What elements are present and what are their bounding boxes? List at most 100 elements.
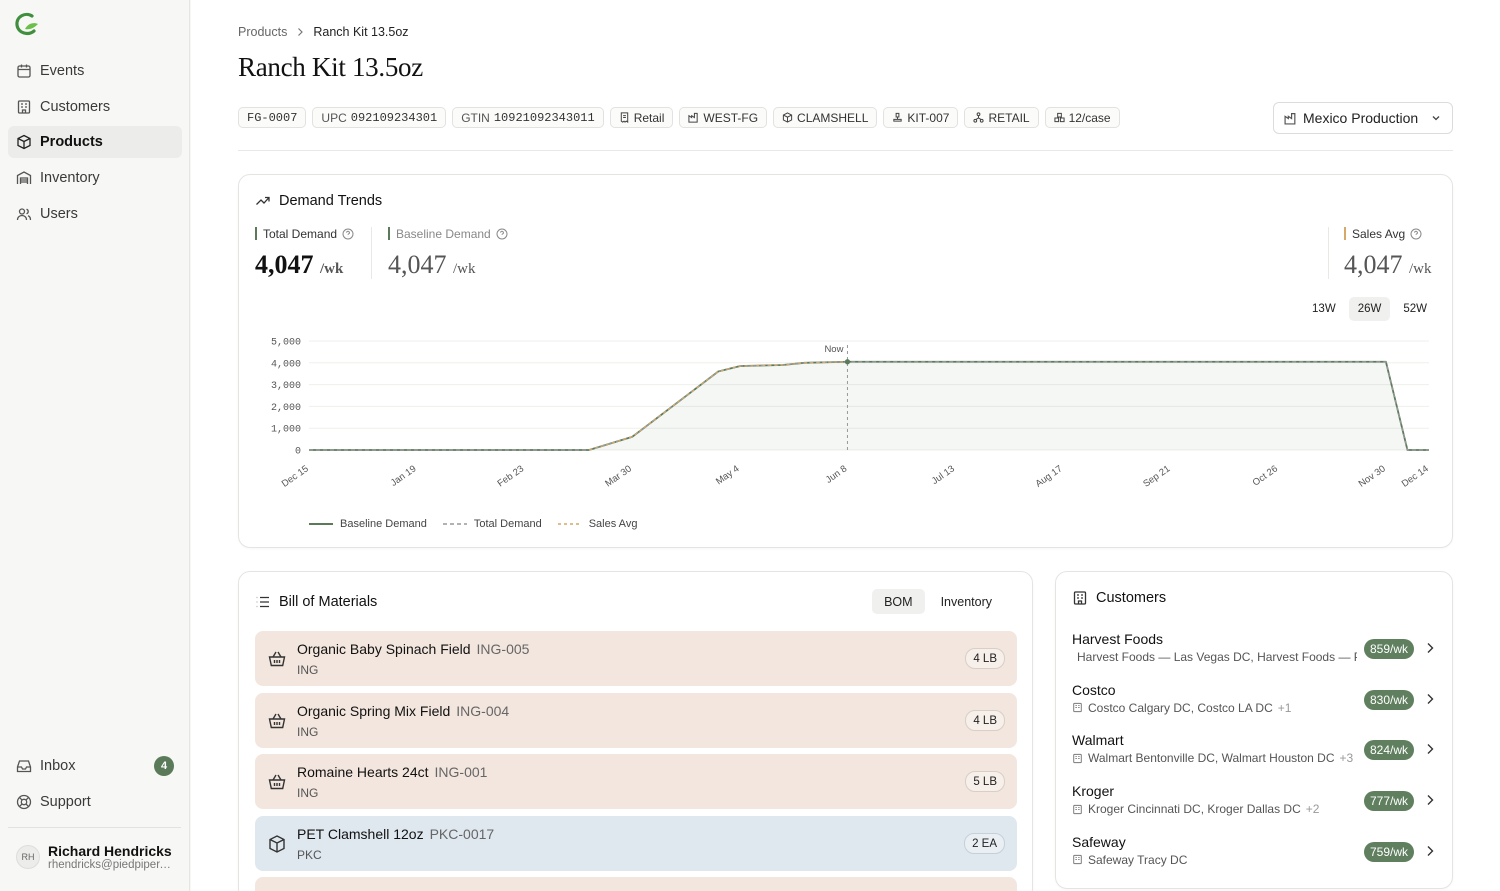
range-52w-button[interactable]: 52W (1403, 303, 1427, 315)
header-divider (238, 150, 1453, 151)
bom-item[interactable]: Organic Baby Spinach Field ING-005 ING 4 L… (255, 631, 1017, 686)
kit-tag: KIT-007 (883, 107, 959, 128)
calendar-icon (16, 63, 32, 79)
customer-name: Costco (1072, 681, 1116, 698)
lifebuoy-icon (16, 794, 32, 810)
tab-bom[interactable]: BOM (872, 589, 925, 614)
sidebar-item-inventory[interactable]: Inventory (8, 162, 182, 194)
user-email: rhendricks@piedpiper.com (48, 859, 173, 871)
location-tag: WEST-FG (679, 107, 768, 128)
customer-locations: Safeway Tracy DC (1072, 853, 1357, 867)
x-tick-label: Dec 15 (280, 463, 311, 489)
sidebar-item-inbox[interactable]: Inbox 4 (8, 750, 182, 782)
x-tick-label: Feb 23 (496, 463, 527, 489)
avatar: RH (16, 845, 40, 869)
sidebar-item-label: Inventory (40, 170, 100, 187)
sidebar-divider (8, 827, 181, 828)
bom-item[interactable]: Organic Spring Mix Field ING-004 ING 4 LB (255, 693, 1017, 748)
chevron-right-icon (1427, 744, 1434, 755)
box-icon (16, 134, 32, 150)
x-tick-label: Sep 21 (1141, 463, 1172, 489)
weekly-demand-badge: 777/wk (1363, 791, 1414, 812)
sidebar-item-support[interactable]: Support (8, 786, 182, 818)
gtin-tag: GTIN 10921092343011 (452, 107, 604, 128)
upc-tag: UPC 092109234301 (312, 107, 447, 128)
bom-item[interactable]: PET Clamshell 12oz PKC-0017 PKC 2 EA (255, 816, 1017, 871)
customer-row[interactable]: Walmart Walmart Bentonville DC, Walmart H… (1072, 732, 1438, 777)
basket-icon (267, 649, 287, 669)
help-circle-icon[interactable] (342, 228, 354, 240)
boxes-icon (1053, 112, 1065, 123)
sidebar-item-users[interactable]: Users (8, 198, 182, 230)
metric-value: 4,047 (1344, 250, 1403, 279)
customer-row[interactable]: Kroger Kroger Cincinnati DC, Kroger Dalla… (1072, 783, 1438, 828)
customer-row[interactable]: Costco Costco Calgary DC, Costco LA DC +1 8… (1072, 682, 1438, 727)
bom-view-toggle: BOM Inventory (872, 589, 1004, 614)
sidebar: Events Customers Products Inventory User… (0, 0, 190, 891)
product-tags: FG-0007 UPC 092109234301 GTIN 109210923430… (238, 107, 1120, 128)
metric-value: 4,047 (255, 250, 314, 279)
baseline-demand-metric: Baseline Demand 4,047 /wk (388, 227, 508, 280)
sidebar-item-label: Inbox (40, 758, 76, 774)
customers-card: Customers Harvest Foods Harvest Foods — L… (1055, 571, 1453, 889)
card-title: Demand Trends (255, 193, 382, 209)
breadcrumb: Products Ranch Kit 13.5oz (238, 25, 409, 39)
sidebar-item-label: Support (40, 793, 91, 810)
sidebar-item-events[interactable]: Events (8, 55, 182, 87)
legend-item-total[interactable]: Total Demand (442, 518, 542, 530)
location-select[interactable]: Mexico Production (1273, 102, 1453, 134)
chevron-right-icon (1427, 643, 1434, 653)
bom-item[interactable]: Romaine Hearts 24ct ING-001 ING 5 LB (255, 754, 1017, 809)
x-tick-label: Jun 8 (824, 463, 849, 485)
chevron-down-icon (1432, 116, 1440, 121)
x-tick-label: Aug 17 (1034, 463, 1065, 489)
segment-tag: RETAIL (964, 107, 1039, 128)
tab-inventory[interactable]: Inventory (940, 594, 992, 609)
x-tick-label: May 4 (714, 463, 742, 487)
customer-name: Harvest Foods (1072, 631, 1164, 647)
sidebar-item-customers[interactable]: Customers (8, 91, 182, 123)
factory-icon (1284, 112, 1296, 125)
bom-item[interactable] (255, 877, 1017, 891)
sidebar-item-products[interactable]: Products (8, 126, 182, 159)
bill-of-materials-card: Bill of Materials BOM Inventory Organic … (238, 571, 1033, 891)
chevron-right-icon (1427, 795, 1434, 806)
x-tick-label: Dec 14 (1400, 463, 1431, 489)
y-tick-label: 0 (295, 447, 301, 458)
quantity-badge: 4 LB (965, 710, 1005, 731)
quantity-badge: 2 EA (964, 833, 1005, 854)
stamp-icon (892, 112, 903, 123)
weekly-demand-badge: 824/wk (1363, 740, 1414, 761)
customer-name: Safeway (1072, 833, 1126, 850)
logo-icon[interactable] (12, 10, 40, 38)
y-tick-label: 5,000 (271, 338, 301, 349)
help-circle-icon[interactable] (496, 228, 508, 240)
help-circle-icon[interactable] (1410, 228, 1422, 240)
sales-avg-metric: Sales Avg 4,047 /wk (1344, 226, 1432, 279)
total-demand-metric: Total Demand 4,047 /wk (255, 227, 354, 280)
packaging-tag: CLAMSHELL (773, 107, 878, 128)
range-26w-button[interactable]: 26W (1348, 297, 1391, 321)
y-tick-label: 2,000 (271, 403, 301, 414)
breadcrumb-current: Ranch Kit 13.5oz (313, 25, 409, 39)
sidebar-item-label: Products (40, 134, 103, 151)
legend-item-sales[interactable]: Sales Avg (557, 518, 638, 530)
demand-chart[interactable]: 5,000 4,000 3,000 2,000 1,000 0 Dec 15 Jan 19 Fe… (239, 325, 1452, 515)
range-13w-button[interactable]: 13W (1312, 303, 1336, 315)
user-profile[interactable]: RH Richard Hendricks rhendricks@piedpipe… (16, 843, 173, 871)
building-icon (1073, 703, 1082, 713)
breadcrumb-parent-link[interactable]: Products (238, 25, 288, 39)
customer-row[interactable]: Harvest Foods Harvest Foods — Las Vegas D… (1072, 631, 1438, 676)
baseline-area (309, 361, 1429, 450)
customer-row[interactable]: Safeway Safeway Tracy DC 759/wk (1072, 834, 1438, 879)
legend-item-baseline[interactable]: Baseline Demand (309, 518, 427, 530)
building-icon (1073, 804, 1082, 814)
customer-locations: Walmart Bentonville DC, Walmart Houston … (1072, 751, 1357, 765)
metric-label: Sales Avg (1352, 226, 1406, 241)
sidebar-item-label: Events (40, 63, 85, 79)
sku-tag: FG-0007 (238, 107, 307, 128)
basket-icon (267, 711, 287, 731)
list-icon (256, 596, 269, 608)
x-tick-label: Jan 19 (389, 463, 419, 488)
metric-label: Baseline Demand (396, 226, 491, 241)
